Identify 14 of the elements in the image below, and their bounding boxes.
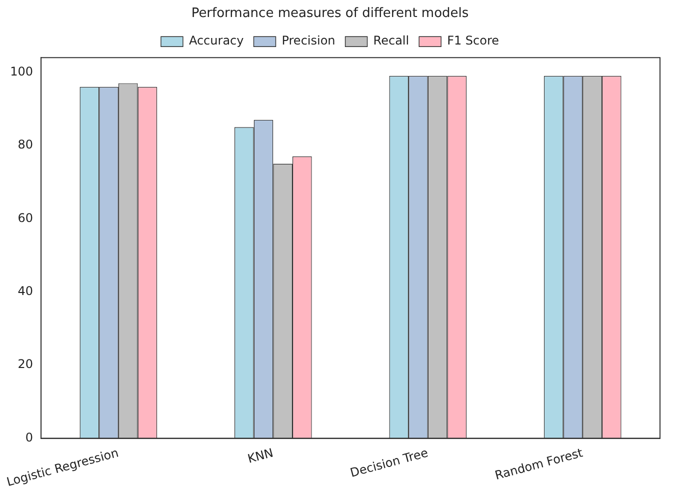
y-tick-label: 20: [18, 357, 34, 372]
legend-label: F1 Score: [447, 34, 500, 48]
y-tick-label: 40: [18, 284, 34, 298]
x-tick-label: KNN: [246, 446, 275, 466]
x-tick-label: Random Forest: [493, 446, 584, 483]
legend-label: Accuracy: [188, 34, 244, 48]
x-tick-label: Decision Tree: [348, 446, 430, 480]
legend-label: Recall: [373, 34, 410, 48]
chart-title: Performance measures of different models: [191, 6, 469, 22]
y-tick-label: 80: [18, 138, 34, 152]
y-tick-label: 100: [10, 64, 34, 78]
y-tick-label: 60: [18, 210, 34, 225]
y-tick-label: 0: [25, 430, 34, 444]
legend-label: Precision: [282, 34, 336, 48]
